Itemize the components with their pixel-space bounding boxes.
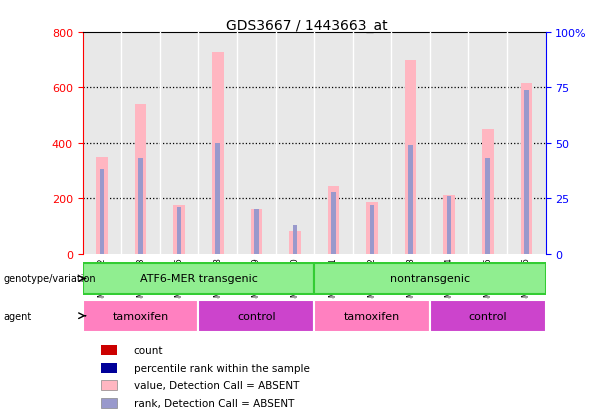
Bar bbox=[251, 210, 262, 254]
Text: ATF6-MER transgenic: ATF6-MER transgenic bbox=[140, 274, 257, 284]
Bar bbox=[482, 130, 493, 254]
Bar bbox=[215, 143, 220, 254]
Bar bbox=[101, 380, 118, 390]
Bar bbox=[135, 105, 147, 254]
Bar bbox=[83, 263, 314, 294]
Bar bbox=[314, 263, 546, 294]
Text: tamoxifen: tamoxifen bbox=[344, 311, 400, 321]
Text: count: count bbox=[134, 345, 163, 355]
Text: control: control bbox=[468, 311, 507, 321]
Bar bbox=[328, 186, 339, 254]
Bar bbox=[520, 84, 532, 254]
Bar bbox=[160, 33, 199, 254]
Bar bbox=[173, 206, 185, 254]
Bar bbox=[408, 146, 413, 254]
Bar bbox=[96, 157, 108, 254]
Bar bbox=[101, 363, 118, 373]
Bar bbox=[292, 225, 297, 254]
Text: tamoxifen: tamoxifen bbox=[112, 311, 169, 321]
Bar bbox=[352, 33, 391, 254]
Text: agent: agent bbox=[3, 311, 31, 321]
Bar bbox=[212, 52, 224, 254]
Bar bbox=[83, 33, 121, 254]
Bar bbox=[101, 398, 118, 408]
Bar bbox=[524, 90, 528, 254]
Bar bbox=[405, 61, 416, 254]
Bar bbox=[101, 345, 118, 355]
Text: control: control bbox=[237, 311, 276, 321]
Text: nontransgenic: nontransgenic bbox=[390, 274, 470, 284]
Bar bbox=[331, 192, 336, 254]
Bar bbox=[289, 232, 300, 254]
Bar bbox=[199, 300, 314, 332]
Bar bbox=[430, 33, 468, 254]
Bar bbox=[366, 203, 378, 254]
Text: percentile rank within the sample: percentile rank within the sample bbox=[134, 363, 310, 373]
Bar bbox=[237, 33, 276, 254]
Bar bbox=[468, 33, 507, 254]
Bar bbox=[199, 33, 237, 254]
Bar bbox=[370, 205, 375, 254]
Bar bbox=[443, 196, 455, 254]
Bar bbox=[254, 210, 259, 254]
Bar bbox=[430, 300, 546, 332]
Bar bbox=[177, 208, 181, 254]
Bar bbox=[485, 159, 490, 254]
Bar bbox=[100, 170, 104, 254]
Text: rank, Detection Call = ABSENT: rank, Detection Call = ABSENT bbox=[134, 398, 294, 408]
Text: value, Detection Call = ABSENT: value, Detection Call = ABSENT bbox=[134, 380, 299, 390]
Bar bbox=[314, 33, 352, 254]
Bar bbox=[139, 159, 143, 254]
Bar bbox=[447, 197, 451, 254]
Text: genotype/variation: genotype/variation bbox=[3, 274, 96, 284]
Bar bbox=[121, 33, 160, 254]
Text: GDS3667 / 1443663_at: GDS3667 / 1443663_at bbox=[226, 19, 387, 33]
Bar bbox=[276, 33, 314, 254]
Bar bbox=[507, 33, 546, 254]
Bar bbox=[314, 300, 430, 332]
Bar bbox=[391, 33, 430, 254]
Bar bbox=[83, 300, 199, 332]
